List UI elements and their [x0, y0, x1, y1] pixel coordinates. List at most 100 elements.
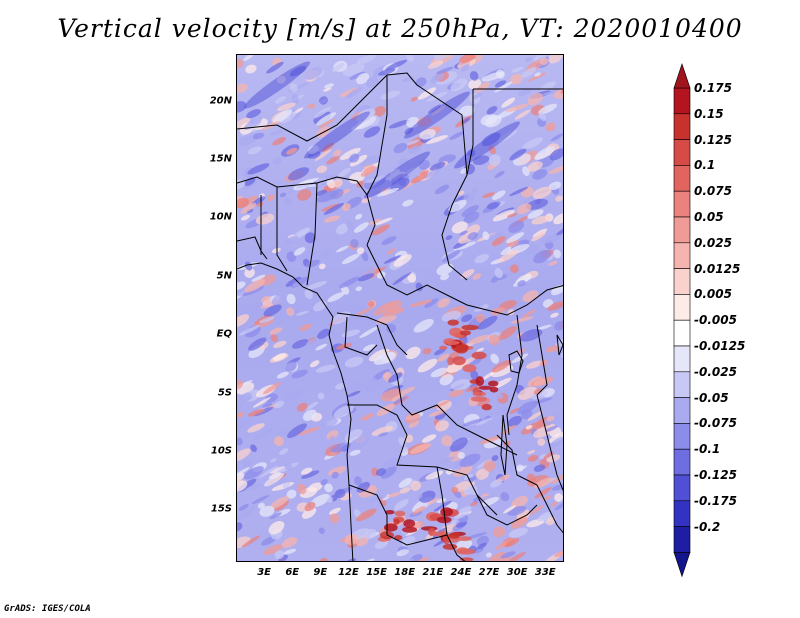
velocity-blob	[360, 165, 376, 177]
colorbar-level-label: -0.175	[694, 493, 737, 508]
velocity-blob	[533, 388, 543, 395]
velocity-blob	[313, 106, 332, 119]
colorbar-segment	[673, 113, 691, 140]
velocity-blob	[279, 448, 289, 456]
velocity-blob	[319, 248, 333, 258]
velocity-blob	[345, 86, 363, 99]
velocity-blob	[439, 273, 450, 281]
velocity-blob	[240, 214, 251, 221]
velocity-blob	[460, 269, 475, 279]
colorbar-level-label: -0.005	[694, 313, 737, 328]
velocity-blob	[545, 425, 558, 432]
velocity-blob	[475, 417, 493, 426]
velocity-blob	[516, 464, 524, 472]
velocity-blob	[244, 261, 253, 271]
velocity-blob	[387, 492, 401, 498]
velocity-blob	[472, 391, 486, 397]
velocity-blob	[306, 281, 327, 290]
velocity-blob	[368, 494, 388, 503]
velocity-blob	[356, 508, 377, 522]
colorbar-top-arrow	[673, 63, 691, 89]
velocity-blob	[406, 558, 415, 561]
velocity-blob	[284, 235, 299, 245]
velocity-blob	[335, 488, 346, 499]
velocity-blob	[488, 334, 500, 346]
velocity-blob	[541, 89, 562, 96]
velocity-blob	[485, 552, 492, 558]
velocity-blob	[394, 510, 406, 517]
velocity-blob	[317, 328, 330, 340]
velocity-blob	[269, 512, 282, 520]
colorbar-level-label: -0.1	[694, 442, 721, 457]
velocity-blob	[482, 231, 490, 240]
velocity-blob	[237, 467, 250, 480]
velocity-blob	[291, 93, 299, 104]
velocity-blob	[393, 518, 400, 525]
velocity-blob	[326, 430, 339, 440]
colorbar-segment	[673, 319, 691, 347]
velocity-blob	[449, 131, 465, 140]
velocity-blob	[363, 344, 376, 352]
velocity-blob	[291, 276, 309, 288]
velocity-blob	[286, 147, 298, 155]
velocity-blob	[339, 276, 360, 289]
velocity-blob	[533, 397, 553, 405]
velocity-blob	[374, 540, 388, 549]
velocity-blob	[475, 313, 485, 323]
velocity-blob	[274, 550, 285, 560]
velocity-blob	[373, 301, 394, 316]
velocity-blob	[349, 154, 368, 167]
velocity-blob	[237, 117, 251, 131]
velocity-blob	[437, 297, 450, 308]
velocity-blob	[441, 435, 453, 447]
colorbar-level-label: -0.0125	[694, 339, 746, 353]
velocity-blob	[293, 179, 314, 191]
velocity-blob	[269, 496, 289, 510]
velocity-blob	[553, 213, 563, 225]
velocity-blob	[522, 309, 536, 318]
velocity-blob	[271, 247, 281, 254]
colorbar-segment	[673, 371, 691, 398]
velocity-blob	[460, 64, 470, 72]
velocity-blob	[342, 203, 351, 212]
velocity-blob	[407, 273, 417, 283]
border-line	[336, 312, 408, 356]
velocity-blob	[483, 460, 496, 472]
velocity-blob	[517, 280, 526, 287]
velocity-blob	[537, 511, 552, 522]
velocity-blob	[383, 255, 402, 264]
velocity-blob	[527, 450, 536, 455]
velocity-blob	[442, 249, 461, 263]
colorbar-level-label: 0.175	[694, 81, 732, 95]
velocity-blob	[510, 73, 523, 85]
colorbar-level-label: -0.2	[694, 519, 721, 534]
velocity-blob	[554, 493, 563, 502]
velocity-blob	[407, 139, 419, 146]
velocity-blob	[237, 380, 244, 390]
velocity-blob	[470, 396, 488, 402]
velocity-blob	[417, 87, 437, 100]
velocity-blob	[335, 383, 346, 390]
velocity-blob	[390, 177, 410, 192]
velocity-blob	[263, 304, 282, 317]
velocity-blob	[301, 470, 320, 479]
border-line	[376, 324, 518, 456]
velocity-blob	[237, 314, 250, 328]
velocity-blob	[345, 220, 355, 231]
velocity-blob	[304, 289, 313, 300]
velocity-blob	[331, 471, 339, 479]
velocity-blob	[393, 254, 412, 267]
velocity-blob	[469, 71, 479, 81]
velocity-blob	[320, 478, 328, 486]
colorbar-segment	[673, 423, 691, 450]
velocity-blob	[530, 376, 554, 387]
velocity-blob	[487, 202, 500, 210]
velocity-blob	[244, 267, 255, 278]
velocity-blob	[496, 406, 510, 416]
velocity-blob	[501, 97, 516, 108]
velocity-blob	[430, 72, 445, 84]
velocity-blob	[462, 418, 484, 427]
border-line	[536, 394, 563, 492]
colorbar-level-label: 0.05	[694, 210, 724, 224]
